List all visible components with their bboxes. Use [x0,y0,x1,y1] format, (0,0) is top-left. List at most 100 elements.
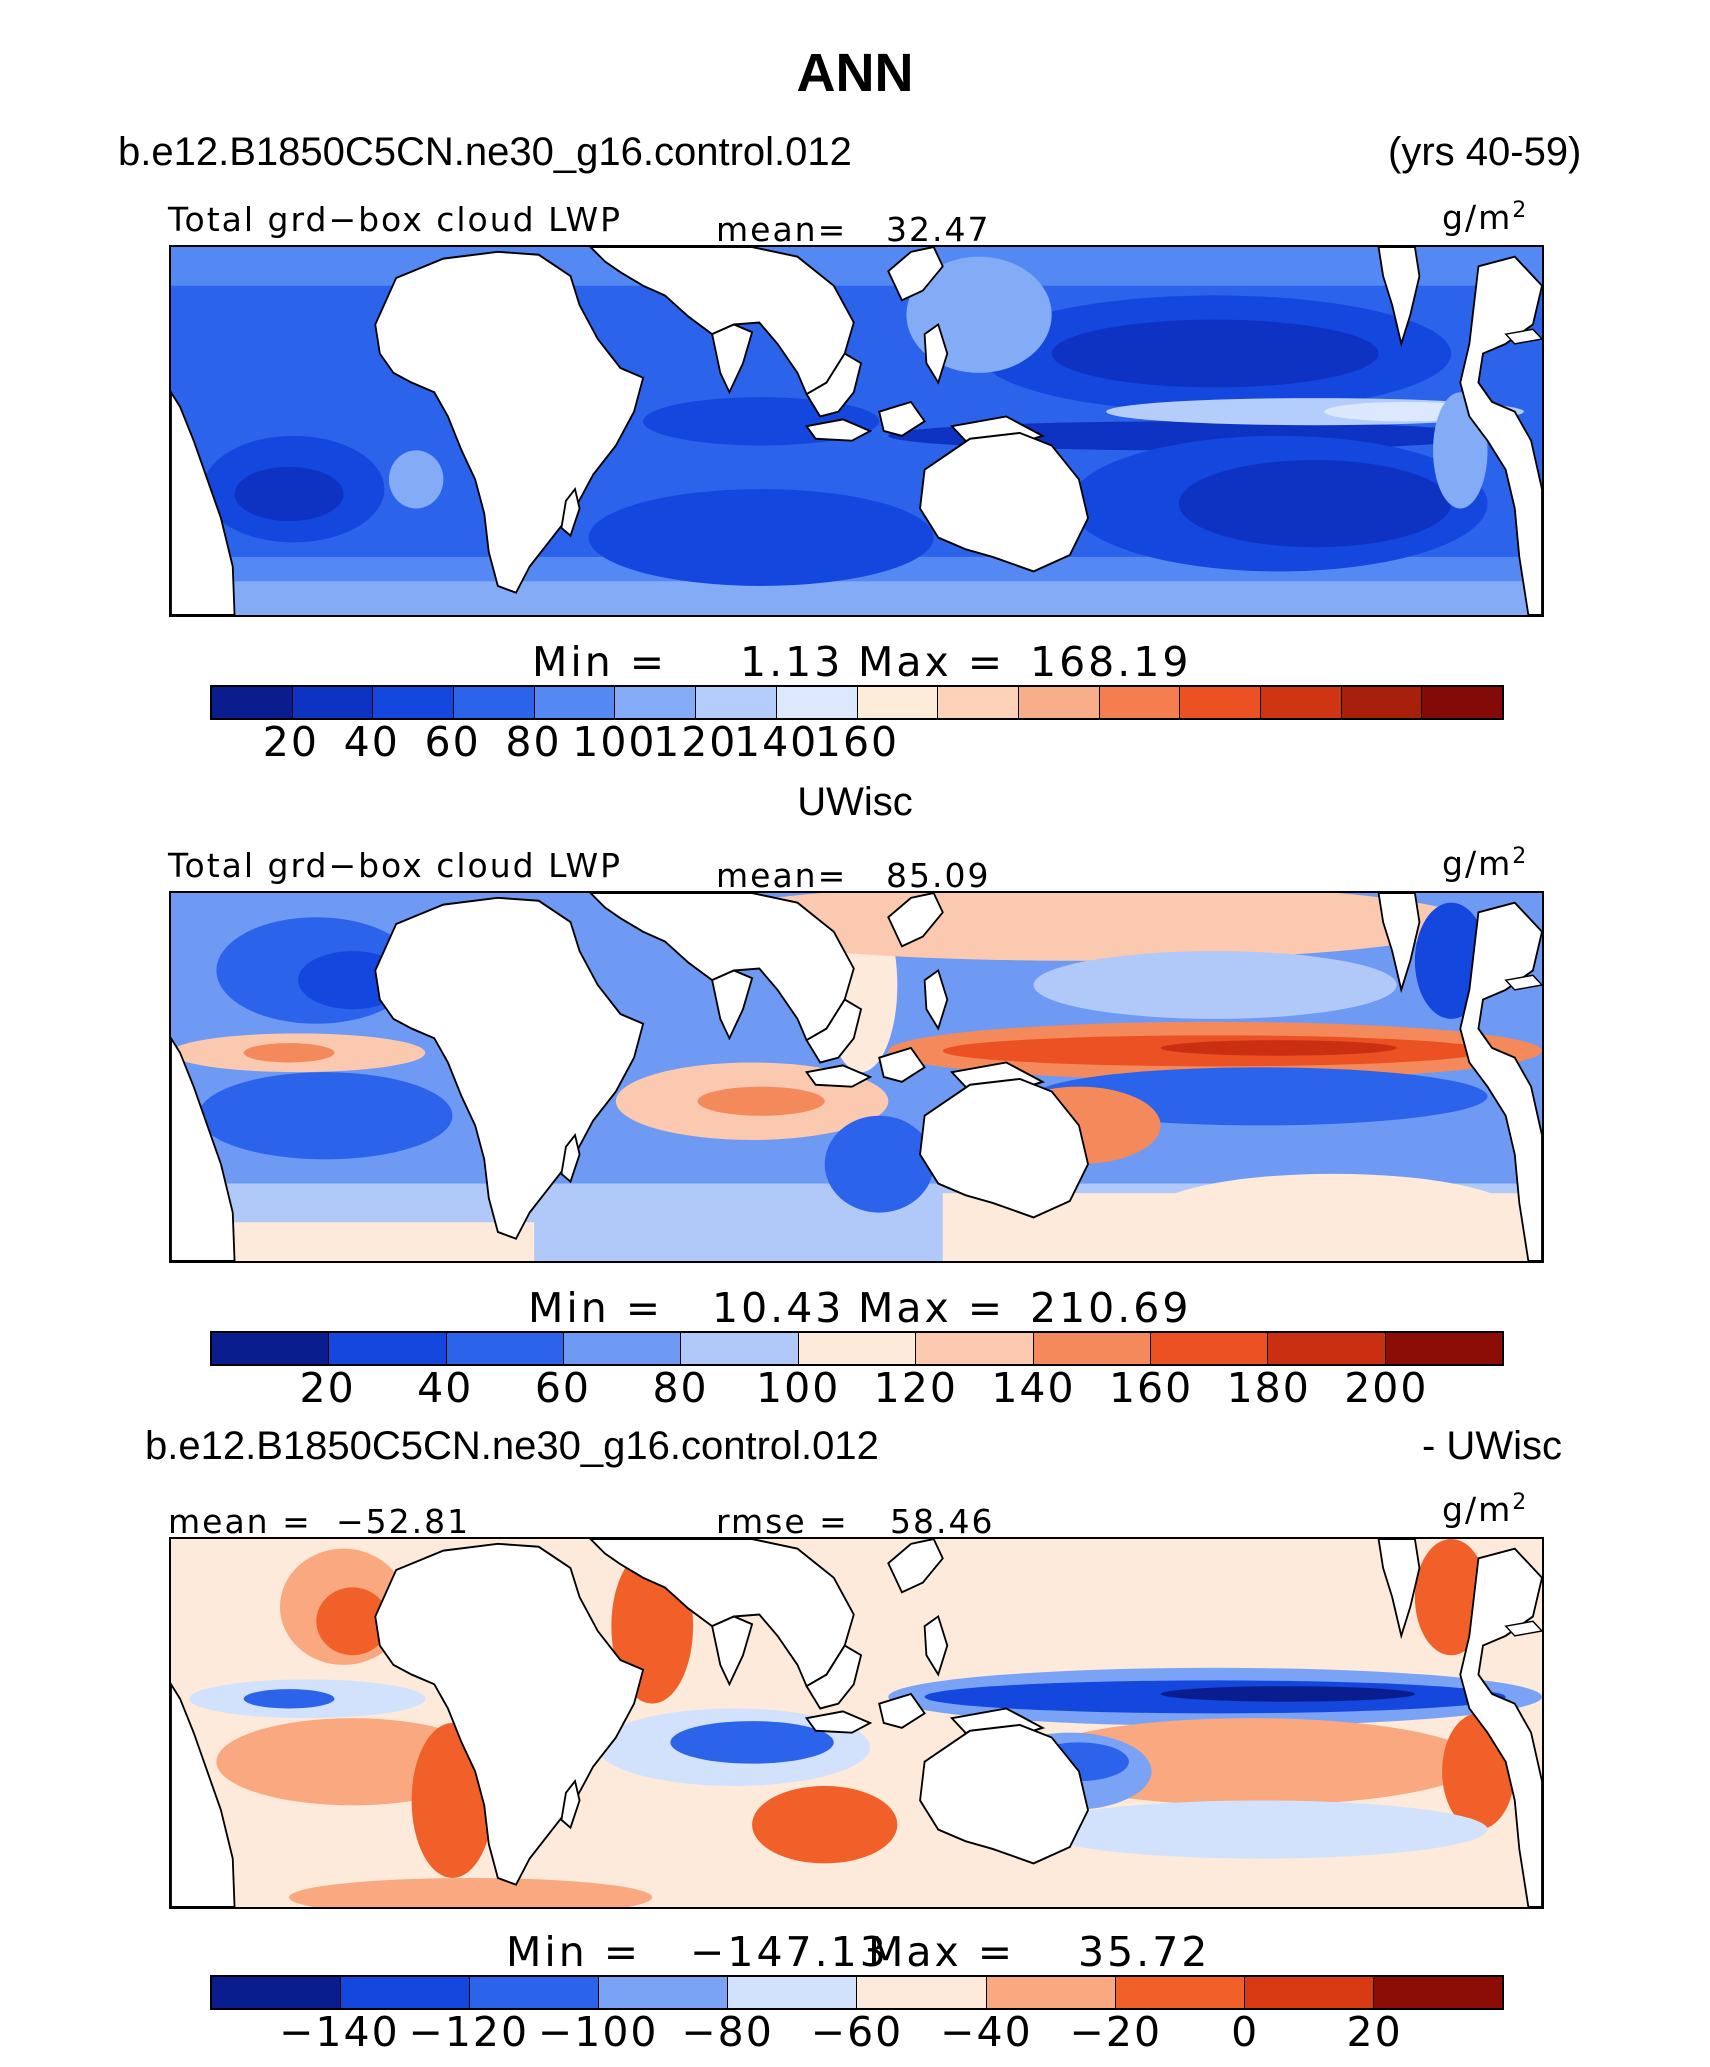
panel1-units: g/m2 [1442,198,1529,237]
colorbar-cell [212,687,293,718]
panel1-mean-value: 32.47 [886,210,991,249]
colorbar-cell [1033,1333,1151,1364]
colorbar-cell [212,1977,342,2008]
panel3-max-value: 35.72 [1078,1928,1211,1976]
colorbar-cell [1422,687,1502,718]
panel2-max-value: 210.69 [1030,1284,1192,1332]
panel2-min-value: 10.43 [712,1284,845,1332]
colorbar-tick-label: −40 [940,2008,1033,2056]
colorbar-tick-label: −100 [537,2008,659,2056]
colorbar-tick-label: 140 [991,1364,1076,1412]
panel3-min-label: Min = [506,1928,642,1976]
colorbar-tick-label: −80 [681,2008,774,2056]
colorbar-cell [1150,1333,1269,1364]
colorbar-tick-label: 20 [262,718,319,766]
colorbar-cell [1268,1333,1386,1364]
colorbar-tick-label: 20 [299,1364,356,1412]
colorbar-cell [454,687,535,718]
colorbar-cell [212,1333,330,1364]
colorbar-tick-label: 40 [417,1364,474,1412]
panel2-max-label: Max = [858,1284,1006,1332]
panel3-colorbar [210,1975,1504,2010]
colorbar-tick-label: 160 [1108,1364,1194,1412]
case-name: b.e12.B1850C5CN.ne30_g16.control.012 [118,130,852,174]
panel1-max-value: 168.19 [1030,638,1192,686]
colorbar-cell [986,1977,1116,2008]
panel2-min-label: Min = [528,1284,664,1332]
colorbar-cell [1260,687,1342,718]
panel3-mean-label: mean = [168,1502,312,1541]
colorbar-cell [857,1977,987,2008]
colorbar-tick-label: −140 [279,2008,400,2056]
panel2-colorbar [210,1331,1504,1366]
panel1-colorbar-ticks: 20 40 60 80 100 120 140 160 [210,718,1504,768]
colorbar-cell [728,1977,858,2008]
colorbar-tick-label: 140 [733,718,819,766]
colorbar-cell [798,1333,917,1364]
colorbar-cell [564,1333,682,1364]
colorbar-cell [1373,1977,1502,2008]
colorbar-cell [1244,1977,1374,2008]
panel3-max-label: Max = [868,1928,1016,1976]
colorbar-cell [857,687,939,718]
colorbar-tick-label: 120 [873,1364,958,1412]
panel3-colorbar-ticks: −140 −120 −100 −80 −60 −40 −20 0 20 [210,2008,1504,2058]
panel3-units: g/m2 [1442,1490,1529,1529]
panel3-map [169,1537,1544,1909]
panel1-variable: Total grd−box cloud LWP [168,200,622,239]
colorbar-tick-label: 20 [1346,2008,1403,2056]
colorbar-cell [470,1977,600,2008]
panel2-colorbar-ticks: 20 40 60 80 100 120 140 160 180 200 [210,1364,1504,1414]
colorbar-tick-label: 60 [424,718,481,766]
colorbar-tick-label: 200 [1344,1364,1429,1412]
colorbar-tick-label: 60 [534,1364,591,1412]
panel3-rmse-label: rmse = [716,1502,849,1541]
colorbar-tick-label: 100 [572,718,657,766]
panel1-colorbar [210,685,1504,720]
colorbar-cell [341,1977,471,2008]
colorbar-cell [534,687,616,718]
panel1-min-label: Min = [532,638,668,686]
colorbar-cell [938,687,1019,718]
colorbar-cell [1341,687,1423,718]
colorbar-tick-label: 160 [814,718,900,766]
figure-title: ANN [796,43,914,103]
panel2-units: g/m2 [1442,844,1529,883]
colorbar-tick-label: −60 [810,2008,904,2056]
colorbar-cell [1180,687,1261,718]
colorbar-tick-label: 40 [343,718,400,766]
colorbar-tick-label: 0 [1231,2008,1260,2056]
colorbar-cell [1099,687,1181,718]
panel3-mean-value: −52.81 [336,1502,471,1541]
colorbar-tick-label: −120 [408,2008,530,2056]
colorbar-tick-label: 120 [653,718,738,766]
colorbar-cell [599,1977,729,2008]
panel2-variable: Total grd−box cloud LWP [168,846,622,885]
colorbar-tick-label: 80 [652,1364,709,1412]
panel1-map [169,245,1544,617]
colorbar-tick-label: 80 [505,718,562,766]
panel3-diff-left: b.e12.B1850C5CN.ne30_g16.control.012 [145,1424,879,1468]
years-label: (yrs 40-59) [1388,130,1582,174]
colorbar-cell [776,687,858,718]
colorbar-cell [329,1333,447,1364]
panel2-mean-label: mean= [716,856,848,895]
colorbar-cell [1385,1333,1502,1364]
colorbar-tick-label: 100 [756,1364,841,1412]
colorbar-cell [446,1333,565,1364]
panel3-diff-right: - UWisc [1422,1424,1562,1468]
colorbar-cell [1115,1977,1245,2008]
colorbar-tick-label: 180 [1226,1364,1311,1412]
panel2-mean-value: 85.09 [886,856,991,895]
colorbar-cell [696,687,777,718]
panel1-mean-label: mean= [716,210,848,249]
panel1-min-value: 1.13 [740,638,844,686]
panel2-case-label: UWisc [797,780,913,824]
panel3-rmse-value: 58.46 [890,1502,995,1541]
colorbar-cell [615,687,697,718]
panel3-min-value: −147.13 [690,1928,889,1976]
colorbar-cell [916,1333,1034,1364]
colorbar-cell [681,1333,799,1364]
panel1-max-label: Max = [858,638,1006,686]
colorbar-cell [373,687,455,718]
